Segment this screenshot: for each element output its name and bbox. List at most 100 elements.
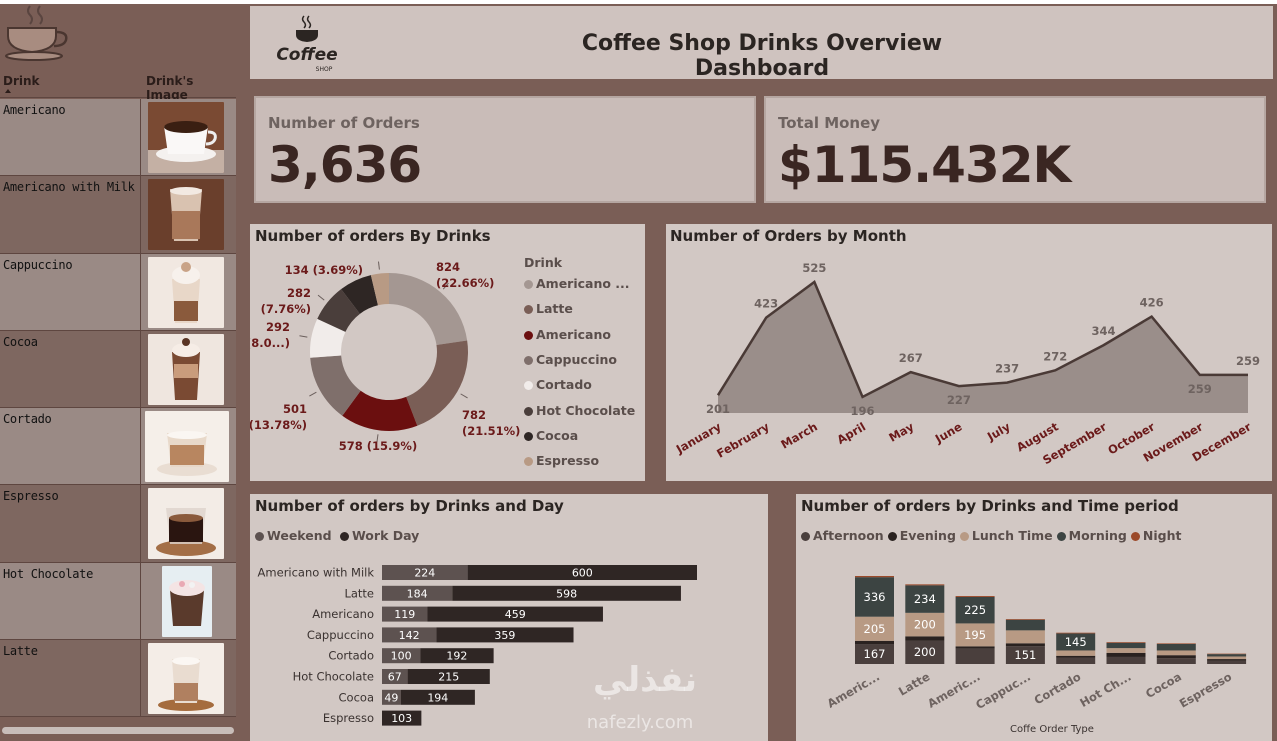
legend-label: Espresso <box>536 453 600 469</box>
area-chart[interactable]: 201423525196267227237272344426259259Janu… <box>666 224 1272 481</box>
category-label: Latte <box>344 586 374 600</box>
americano-with-milk-image <box>148 179 224 251</box>
column-data-label: 195 <box>964 628 986 642</box>
table-row[interactable]: Hot Chocolate <box>0 562 236 641</box>
table-row[interactable]: Cocoa <box>0 330 236 409</box>
orders-kpi-label: Number of Orders <box>268 114 420 132</box>
column-data-label: 225 <box>964 603 986 617</box>
hbar-data-label: 184 <box>407 587 428 600</box>
donut-slice <box>310 318 346 358</box>
column-segment <box>905 636 945 641</box>
donut-slice <box>389 273 468 345</box>
orders-by-drinks-day-panel[interactable]: Number of orders by Drinks and Day Weeke… <box>250 494 768 741</box>
donut-legend-item[interactable]: Cortado <box>524 377 592 392</box>
donut-chart[interactable]: 824 (22.66%) 782 (21.51%) 578 (15.9%) 501 (13.… <box>250 224 645 481</box>
category-tick-label: Americ... <box>925 669 982 710</box>
hbar-data-label: 49 <box>384 691 398 704</box>
donut-legend-item[interactable]: Americano <box>524 327 611 342</box>
legend-dot <box>524 381 533 391</box>
legend-label[interactable]: Night <box>1142 528 1182 543</box>
area-data-label: 267 <box>899 351 923 365</box>
donut-legend-item[interactable]: Cappuccino <box>524 352 617 367</box>
hbar-segment <box>382 627 437 643</box>
category-tick-label: Cocoa <box>1143 669 1184 701</box>
cortado-image <box>145 411 229 483</box>
sidebar-scrollbar[interactable] <box>2 727 234 734</box>
hbar-data-label: 100 <box>391 650 412 663</box>
image-column-header[interactable]: Drink's Image <box>146 74 194 102</box>
legend-label[interactable]: Morning <box>1068 528 1127 543</box>
legend-dot <box>801 532 810 541</box>
column-segment <box>1056 633 1096 651</box>
category-tick-label: Cortado <box>1032 669 1084 707</box>
column-segment <box>1156 643 1196 644</box>
column-segment <box>855 576 894 578</box>
category-label: Hot Chocolate <box>293 670 374 684</box>
hbar-segment <box>382 710 422 726</box>
money-kpi-card[interactable]: Total Money $115.432K <box>764 96 1266 203</box>
hbar-chart[interactable]: Americano with Milk 224 600 Latte 184 598 Amer… <box>250 494 768 741</box>
category-tick-label: Hot Ch... <box>1077 669 1133 710</box>
legend-dot <box>524 457 533 467</box>
drink-name: Latte <box>3 644 38 659</box>
orders-kpi-card[interactable]: Number of Orders 3,636 <box>254 96 756 203</box>
coffee-cup-icon <box>5 5 68 61</box>
donut-leader-line <box>377 261 380 270</box>
hbar-segment <box>382 565 468 580</box>
legend-label: Cocoa <box>536 427 579 443</box>
donut-legend-title: Drink <box>524 255 563 270</box>
donut-data-label: 824 <box>436 260 460 274</box>
table-row[interactable]: Americano <box>0 99 236 177</box>
table-row[interactable]: Cortado <box>0 408 236 486</box>
donut-leader-line <box>309 391 317 397</box>
month-tick-label: June <box>932 419 965 446</box>
hbar-segment <box>382 689 401 705</box>
donut-data-label: 782 <box>462 408 486 422</box>
column-segment <box>855 616 894 641</box>
donut-legend-item[interactable]: Latte <box>524 301 573 316</box>
column-segment <box>955 648 995 664</box>
drink-name: Americano <box>3 103 66 117</box>
category-label: Cappuccino <box>307 628 374 642</box>
legend-dot <box>1130 532 1140 541</box>
stack-legend: Afternoon Evening Lunch Time Morning Night <box>801 528 1181 543</box>
legend-label[interactable]: Lunch Time <box>971 528 1053 543</box>
drinks-table: Americano Americano with Milk Cappuccino <box>0 99 236 718</box>
legend-dot <box>524 330 533 340</box>
stacked-column-chart[interactable]: 167 205 336 Americ... 200 200 234 Latte 195 225 Am… <box>796 494 1272 741</box>
orders-by-drinks-panel[interactable]: Number of orders By Drinks 824 (22.66%) 78… <box>250 224 645 481</box>
donut-legend-item[interactable]: Americano ... <box>524 276 630 291</box>
column-segment <box>1207 656 1247 660</box>
column-segment <box>955 596 995 597</box>
donut-legend-item[interactable]: Cocoa <box>524 428 578 443</box>
donut-legend-item[interactable]: Hot Chocolate <box>524 403 635 418</box>
table-row[interactable]: Espresso <box>0 485 236 563</box>
column-segment <box>1056 650 1096 656</box>
table-row[interactable]: Latte <box>0 640 236 718</box>
column-segment <box>955 646 995 649</box>
hbar-legend: Weekend Work Day <box>255 528 419 543</box>
table-row[interactable]: Cappuccino <box>0 253 236 331</box>
hbar-segment <box>382 669 408 684</box>
legend-label[interactable]: Evening <box>899 528 956 543</box>
month-tick-label: April <box>834 419 868 446</box>
dashboard-title: Coffee Shop Drinks Overview Dashboard <box>581 31 943 81</box>
latte-image <box>148 643 224 715</box>
orders-by-time-panel[interactable]: Number of orders by Drinks and Time peri… <box>796 494 1272 741</box>
americano-image <box>148 102 224 173</box>
drink-name: Cappuccino <box>3 257 73 272</box>
sort-ascending-icon <box>5 89 11 93</box>
column-segment <box>855 644 894 664</box>
orders-by-month-panel[interactable]: Number of Orders by Month 201 423 525 196 26… <box>666 224 1272 481</box>
donut-leader-line <box>442 282 449 290</box>
table-row[interactable]: Americano with Milk <box>0 176 236 254</box>
legend-label[interactable]: Afternoon <box>813 528 884 543</box>
legend-dot <box>959 532 969 541</box>
donut-slice <box>342 390 418 431</box>
donut-legend-item[interactable]: Espresso <box>524 453 599 468</box>
column-segment <box>1056 657 1096 664</box>
hbar-segment <box>436 627 574 643</box>
hbar-segment <box>427 606 603 622</box>
column-data-label: 200 <box>914 618 936 632</box>
drink-column-header[interactable]: Drink <box>3 74 40 88</box>
